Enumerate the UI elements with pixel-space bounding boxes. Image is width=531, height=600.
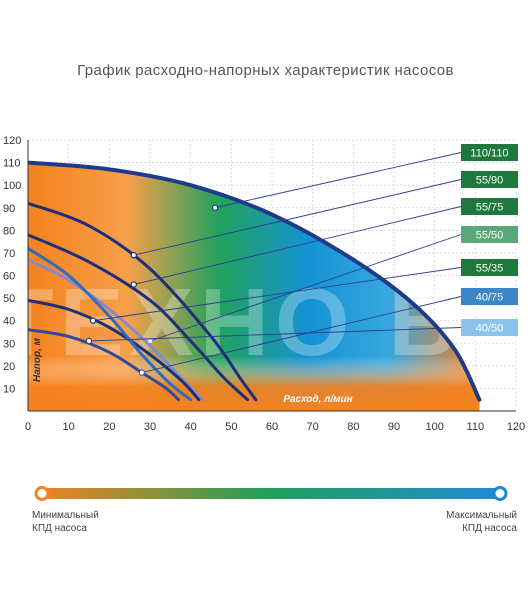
leader-line — [214, 152, 462, 209]
watermark-text: ТЕХНО ВОД — [0, 269, 531, 376]
x-tick-label: 100 — [425, 421, 443, 433]
pump-curve-40-75 — [28, 246, 193, 402]
y-tick-label: 20 — [3, 361, 15, 373]
pump-curve-55-50 — [28, 258, 205, 402]
y-tick-label: 100 — [3, 180, 21, 192]
series-label-box — [461, 171, 518, 188]
x-tick-label: 40 — [185, 421, 197, 433]
legend-max-label: Максимальный КПД насоса — [446, 509, 517, 535]
y-tick-label: 60 — [3, 271, 15, 283]
leader-line — [149, 234, 462, 342]
leader-line — [93, 267, 462, 322]
pump-curve-55-75 — [28, 233, 250, 402]
series-label-text: 55/90 — [476, 175, 504, 187]
series-label-text: 40/50 — [476, 323, 504, 335]
y-axis-label: Напор, м — [32, 337, 43, 382]
series-labels: 110/110 55/90 55/75 55/50 55/35 40/75 40/50 — [85, 144, 518, 376]
y-tick-label: 90 — [3, 203, 15, 215]
curve-marker — [85, 337, 93, 345]
leader-line — [133, 179, 462, 256]
x-tick-label: 10 — [63, 421, 75, 433]
x-tick-label: 0 — [25, 421, 31, 433]
curve-marker — [138, 369, 146, 376]
series-label-box — [461, 198, 518, 215]
y-tick-labels: 10 20 30 40 50 60 70 80 90 100 110 120 — [3, 135, 21, 395]
pump-curves — [28, 160, 482, 402]
legend-min-label: Минимальный КПД насоса — [32, 509, 99, 535]
legend-max-marker — [492, 486, 508, 501]
legend-min-line1: Минимальный — [32, 510, 99, 521]
y-tick-label: 30 — [3, 338, 15, 350]
series-label-text: 55/75 — [476, 202, 504, 214]
leader-line — [141, 296, 462, 374]
x-tick-label: 50 — [225, 421, 237, 433]
x-tick-labels: 0 10 20 30 40 50 60 70 80 90 100 110 120 — [25, 421, 525, 433]
chart-title: График расходно-напорных характеристик н… — [77, 62, 454, 79]
curve-marker — [130, 251, 137, 259]
pump-curve-55-90 — [28, 201, 258, 402]
series-label-box — [461, 226, 518, 243]
series-label-box — [461, 288, 518, 305]
x-tick-label: 30 — [144, 421, 156, 433]
x-axis-label: Расход, л/мин — [283, 394, 352, 405]
series-label-box — [461, 259, 518, 276]
x-tick-label: 80 — [347, 421, 359, 433]
x-tick-label: 110 — [467, 421, 485, 433]
x-tick-label: 120 — [507, 421, 525, 433]
curve-marker — [211, 204, 219, 211]
legend-min-line2: КПД насоса — [32, 523, 87, 534]
x-tick-label: 90 — [388, 421, 400, 433]
efficiency-legend — [34, 486, 508, 501]
curve-marker — [89, 317, 97, 324]
y-tick-label: 10 — [3, 383, 15, 395]
series-label-box — [461, 319, 518, 336]
x-tick-label: 20 — [103, 421, 115, 433]
legend-max-line2: КПД насоса — [462, 523, 517, 534]
x-tick-label: 60 — [266, 421, 278, 433]
series-label-box — [461, 144, 518, 161]
watermark: ТЕХНО ВОД — [0, 269, 531, 376]
legend-gradient-bar — [36, 488, 506, 499]
series-label-text: 40/75 — [476, 292, 504, 304]
axes — [27, 140, 516, 412]
y-tick-label: 40 — [3, 316, 15, 328]
y-tick-label: 80 — [3, 225, 15, 237]
legend-min-marker — [34, 486, 50, 501]
pump-curve-40-50 — [28, 328, 180, 402]
curve-marker — [130, 281, 137, 288]
series-label-text: 55/50 — [476, 230, 504, 242]
pump-curve-110-110 — [28, 160, 482, 402]
y-tick-label: 120 — [3, 135, 21, 147]
leader-line — [133, 206, 462, 285]
y-tick-label: 70 — [3, 248, 15, 260]
x-tick-label: 70 — [307, 421, 319, 433]
y-tick-label: 50 — [3, 293, 15, 305]
y-tick-label: 110 — [3, 158, 21, 170]
series-label-text: 110/110 — [470, 148, 508, 160]
leader-line — [88, 327, 462, 342]
legend-max-line1: Максимальный — [446, 510, 517, 521]
series-label-text: 55/35 — [476, 263, 504, 275]
